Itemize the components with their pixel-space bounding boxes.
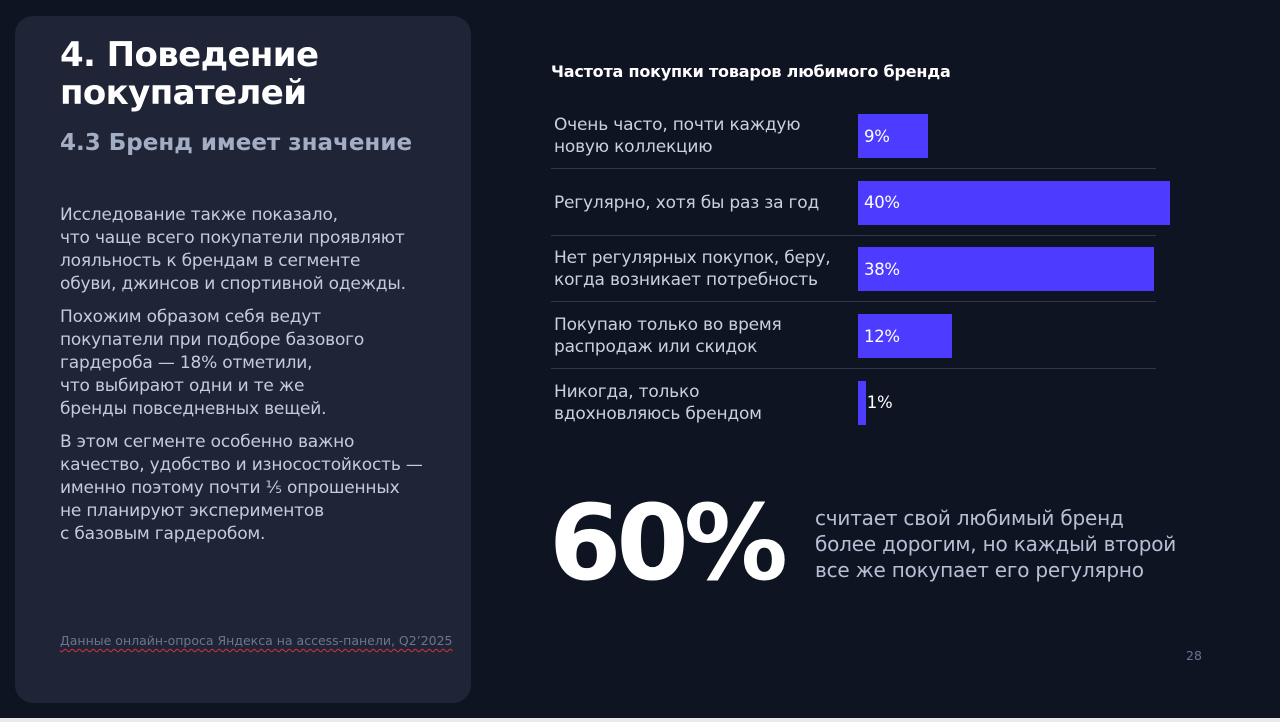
bar-category-label: Нет регулярных покупок, беру, когда возн…: [554, 248, 831, 291]
bar: [858, 247, 1155, 292]
paragraph-1: Исследование также показало, что чаще вс…: [60, 205, 406, 294]
row-divider: [551, 368, 1156, 370]
bottom-strip: [0, 718, 1280, 722]
row-divider: [551, 168, 1156, 169]
chart-title: Частота покупки товаров любимого бренда: [551, 62, 951, 81]
bar-row: Регулярно, хотя бы раз за год 40%: [551, 170, 1170, 236]
bar-value-label: 9%: [864, 126, 890, 146]
paragraph-2: Похожим образом себя ведут покупатели пр…: [60, 307, 365, 419]
row-divider: [551, 301, 1156, 303]
highlight-text: считает свой любимый бренд более дорогим…: [815, 506, 1177, 582]
bar-row: Никогда, только вдохновляюсь брендом 1%: [551, 370, 1156, 436]
page-number: 28: [1186, 648, 1202, 663]
bar: [858, 314, 952, 359]
source-footnote: Данные онлайн-опроса Яндекса на access-п…: [60, 633, 453, 648]
bar-value-label: 38%: [864, 259, 900, 279]
bar-value-label: 1%: [866, 393, 893, 413]
left-panel: [15, 16, 471, 703]
section-subtitle: 4.3 Бренд имеет значение: [60, 130, 413, 156]
bar-row: Нет регулярных покупок, беру, когда возн…: [551, 236, 1156, 303]
bar: [858, 180, 1170, 225]
bar-category-label: Регулярно, хотя бы раз за год: [554, 192, 820, 213]
bar-row: Покупаю только во время распродаж или ск…: [551, 303, 1156, 370]
bar-row: Очень часто, почти каждую новую коллекци…: [551, 103, 1156, 169]
bar-category-label: Покупаю только во время распродаж или ск…: [554, 315, 782, 358]
bar-value-label: 12%: [864, 326, 900, 346]
body-text: Исследование также показало, что чаще вс…: [60, 204, 440, 556]
bar-category-label: Никогда, только вдохновляюсь брендом: [554, 381, 762, 424]
bar-chart: Очень часто, почти каждую новую коллекци…: [551, 103, 1211, 443]
bar: [858, 380, 866, 425]
bar-category-label: Очень часто, почти каждую новую коллекци…: [554, 115, 801, 157]
row-divider: [551, 234, 1156, 236]
paragraph-3: В этом сегменте особенно важно качество,…: [60, 432, 423, 544]
highlight-value: 60%: [549, 482, 788, 604]
bar-value-label: 40%: [864, 193, 900, 213]
section-title: 4. Поведение покупателей: [60, 35, 319, 113]
bar: [858, 114, 929, 158]
